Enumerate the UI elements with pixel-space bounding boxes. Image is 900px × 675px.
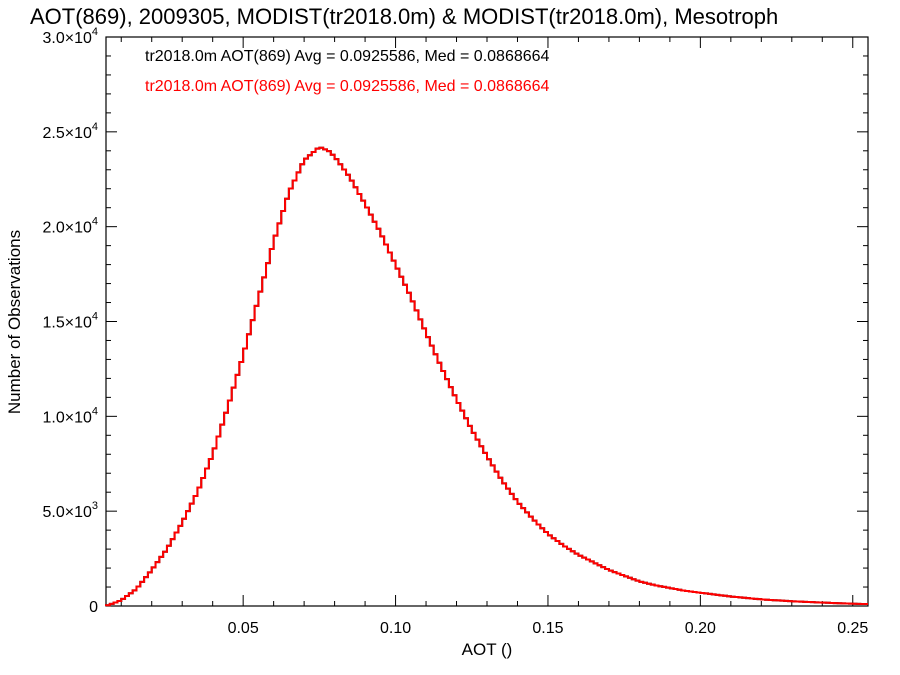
x-axis-label: AOT (): [462, 640, 513, 659]
plot-frame: [105, 36, 869, 607]
y-tick-label: 2.0×104: [42, 216, 98, 237]
y-tick-label: 1.0×104: [42, 405, 98, 426]
x-axis: 0.05 0.10 0.15 0.20 0.25: [120, 37, 868, 637]
y-tick-label: 0: [89, 599, 98, 616]
x-tick-label: 0.15: [532, 620, 563, 637]
y-tick-label: 1.5×104: [42, 311, 98, 332]
x-tick-label: 0.20: [685, 620, 716, 637]
series-layer: [105, 146, 868, 607]
x-tick-label: 0.25: [837, 620, 868, 637]
y-tick-label: 2.5×104: [42, 121, 98, 142]
series-line-red: [105, 146, 868, 607]
x-tick-label: 0.05: [228, 620, 259, 637]
x-tick-label: 0.10: [380, 620, 411, 637]
y-axis: 0 5.0×103 1.0×104 1.5×104 2.0×104 2.5×104 3.0×…: [42, 26, 868, 616]
y-tick-label: 3.0×104: [42, 26, 98, 47]
legend-entry-black: tr2018.0m AOT(869) Avg = 0.0925586, Med …: [145, 48, 550, 65]
series-line-black: [105, 146, 868, 607]
y-axis-label: Number of Observations: [5, 230, 24, 414]
plot-border: [105, 36, 869, 607]
legend-entry-red: tr2018.0m AOT(869) Avg = 0.0925586, Med …: [145, 78, 550, 95]
y-tick-label: 5.0×103: [42, 500, 98, 521]
chart-title: AOT(869), 2009305, MODIST(tr2018.0m) & M…: [30, 4, 778, 29]
